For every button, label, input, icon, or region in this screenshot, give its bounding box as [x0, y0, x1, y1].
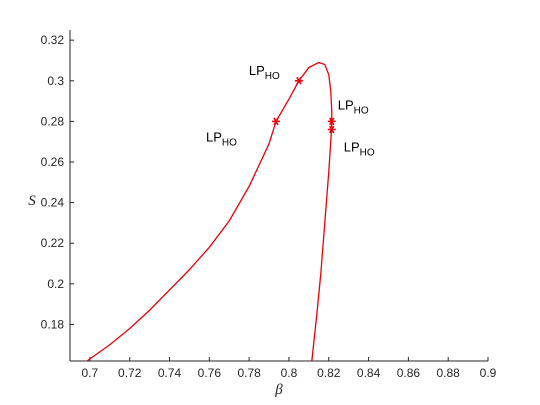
x-axis-label: β: [274, 382, 283, 398]
y-tick-label: 0.3: [47, 74, 64, 88]
x-tick-label: 0.82: [317, 366, 341, 380]
annotation-label: LP: [249, 63, 265, 78]
curve: [86, 61, 333, 362]
x-tick-label: 0.86: [397, 366, 421, 380]
x-tick-label: 0.7: [82, 366, 99, 380]
x-tick-label: 0.72: [118, 366, 142, 380]
y-tick-label: 0.22: [41, 236, 65, 250]
y-tick-label: 0.28: [41, 114, 65, 128]
y-tick-label: 0.18: [41, 317, 65, 331]
x-tick-label: 0.78: [237, 366, 261, 380]
y-tick-label: 0.26: [41, 155, 65, 169]
y-tick-label: 0.24: [41, 196, 65, 210]
annotation: LPHO: [249, 63, 280, 82]
x-tick-label: 0.88: [437, 366, 461, 380]
x-tick-label: 0.8: [281, 366, 298, 380]
annotation-label: LP: [206, 129, 222, 144]
annotation-label: LP: [344, 140, 360, 155]
annotation: LPHO: [206, 129, 237, 148]
lp-marker: [327, 125, 336, 134]
lp-marker: [272, 117, 281, 126]
y-tick-label: 0.32: [41, 33, 65, 47]
lp-marker: [327, 117, 336, 126]
y-axis-label: S: [28, 193, 36, 209]
annotation-subscript: HO: [354, 105, 369, 116]
annotation: LPHO: [338, 97, 369, 116]
marker-stroke: [296, 76, 302, 85]
y-tick-label: 0.2: [47, 277, 64, 291]
x-tick-label: 0.84: [357, 366, 381, 380]
lp-marker: [294, 76, 303, 85]
annotation: LPHO: [344, 140, 375, 159]
marker-stroke: [329, 125, 335, 134]
x-tick-label: 0.76: [198, 366, 222, 380]
annotation-label: LP: [338, 97, 354, 112]
marker-stroke: [329, 117, 335, 126]
marker-stroke: [273, 117, 279, 126]
annotation-subscript: HO: [222, 137, 237, 148]
x-tick-label: 0.9: [480, 366, 497, 380]
x-tick-label: 0.74: [158, 366, 182, 380]
annotation-subscript: HO: [360, 148, 375, 159]
annotation-subscript: HO: [265, 71, 280, 82]
